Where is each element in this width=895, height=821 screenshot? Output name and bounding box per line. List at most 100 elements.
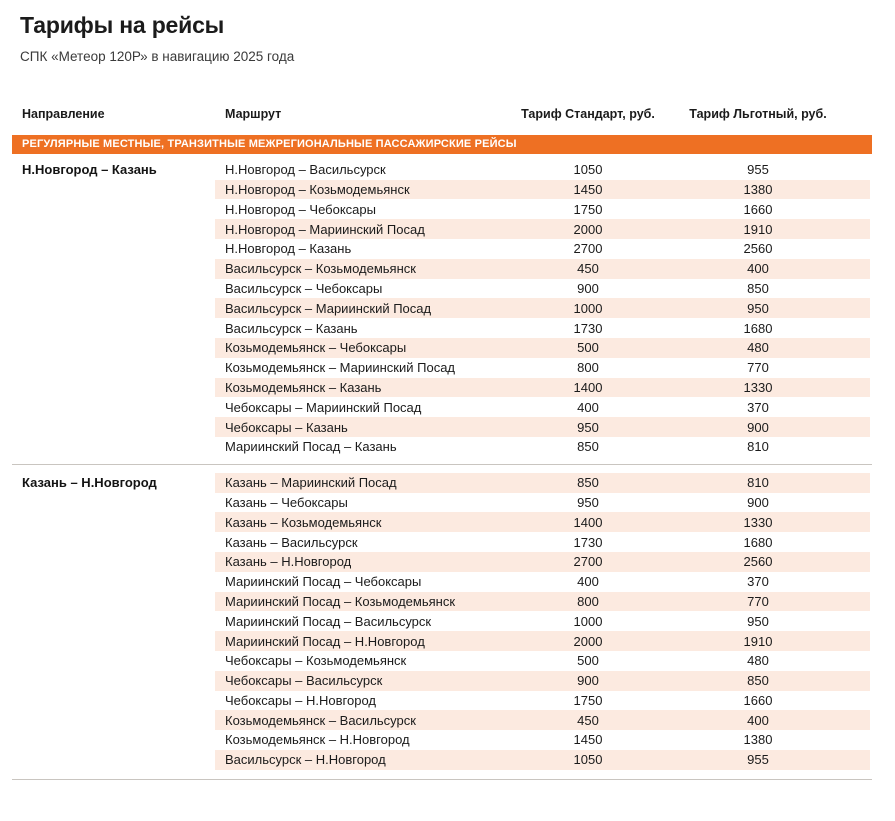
standard-fare-cell: 850 (577, 475, 599, 491)
table-row[interactable]: Казань – Чебоксары 950 900 (0, 493, 895, 513)
route-cell: Козьмодемьянск – Н.Новгород (225, 732, 410, 748)
standard-fare-cell: 1450 (573, 732, 603, 748)
row-band: Васильсурск – Казань 1730 1680 (215, 318, 870, 338)
standard-fare-cell: 1750 (573, 692, 603, 708)
column-header-benefit: Тариф Льготный, руб. (689, 106, 827, 121)
table-row[interactable]: Козьмодемьянск – Мариинский Посад 800 770 (0, 358, 895, 378)
standard-fare-cell: 1730 (573, 320, 603, 336)
route-cell: Козьмодемьянск – Чебоксары (225, 340, 407, 356)
row-band: Казань – Н.Новгород 2700 2560 (215, 551, 870, 572)
benefit-fare-cell: 400 (747, 261, 769, 277)
standard-fare-cell: 1050 (573, 752, 603, 768)
benefit-fare-cell: 900 (747, 419, 769, 435)
table-row[interactable]: Козьмодемьянск – Васильсурск 450 400 (0, 710, 895, 731)
benefit-fare-cell: 1330 (743, 514, 773, 530)
route-cell: Васильсурск – Козьмодемьянск (225, 261, 416, 277)
benefit-fare-cell: 400 (747, 712, 769, 728)
benefit-fare-cell: 1910 (743, 633, 773, 649)
table-row[interactable]: Козьмодемьянск – Чебоксары 500 480 (0, 337, 895, 358)
table-row[interactable]: Н.Новгород – Казань Н.Новгород – Васильсу… (0, 160, 895, 180)
table-row[interactable]: Чебоксары – Казань 950 900 (0, 417, 895, 437)
standard-fare-cell: 1750 (573, 201, 603, 217)
table-body: Н.Новгород – Казань Н.Новгород – Васильсу… (0, 160, 895, 780)
benefit-fare-cell: 2560 (743, 241, 773, 257)
table-row[interactable]: Козьмодемьянск – Н.Новгород 1450 1380 (0, 730, 895, 750)
table-row[interactable]: Чебоксары – Н.Новгород 1750 1660 (0, 691, 895, 711)
table-row[interactable]: Н.Новгород – Мариинский Посад 2000 1910 (0, 219, 895, 239)
table-row[interactable]: Васильсурск – Н.Новгород 1050 955 (0, 749, 895, 770)
benefit-fare-cell: 1660 (743, 692, 773, 708)
table-row[interactable]: Мариинский Посад – Васильсурск 1000 950 (0, 611, 895, 631)
benefit-fare-cell: 370 (747, 399, 769, 415)
benefit-fare-cell: 850 (747, 280, 769, 296)
benefit-fare-cell: 1330 (743, 379, 773, 395)
benefit-fare-cell: 810 (747, 475, 769, 491)
row-band: Козьмодемьянск – Васильсурск 450 400 (215, 710, 870, 731)
route-cell: Чебоксары – Васильсурск (225, 673, 383, 689)
row-band: Казань – Козьмодемьянск 1400 1330 (215, 512, 870, 533)
benefit-fare-cell: 900 (747, 494, 769, 510)
table-row[interactable]: Н.Новгород – Чебоксары 1750 1660 (0, 199, 895, 219)
direction-block: Казань – Н.Новгород Казань – Мариинский П… (0, 472, 895, 770)
benefit-fare-cell: 955 (747, 162, 769, 178)
route-cell: Казань – Козьмодемьянск (225, 514, 382, 530)
route-cell: Чебоксары – Козьмодемьянск (225, 653, 407, 669)
standard-fare-cell: 850 (577, 439, 599, 455)
standard-fare-cell: 900 (577, 673, 599, 689)
benefit-fare-cell: 1910 (743, 221, 773, 237)
page-heading: Тарифы на рейсы СПК «Метеор 120Р» в нави… (0, 0, 895, 65)
table-row[interactable]: Козьмодемьянск – Казань 1400 1330 (0, 377, 895, 398)
standard-fare-cell: 1000 (573, 613, 603, 629)
row-band: Васильсурск – Козьмодемьянск 450 400 (215, 258, 870, 279)
table-row[interactable]: Чебоксары – Мариинский Посад 400 370 (0, 397, 895, 417)
table-row[interactable]: Чебоксары – Козьмодемьянск 500 480 (0, 651, 895, 671)
table-row[interactable]: Мариинский Посад – Казань 850 810 (0, 437, 895, 457)
table-row[interactable]: Казань – Козьмодемьянск 1400 1330 (0, 512, 895, 533)
table-row[interactable]: Казань – Н.Новгород Казань – Мариинский П… (0, 472, 895, 493)
benefit-fare-cell: 810 (747, 439, 769, 455)
row-band: Чебоксары – Казань 950 900 (215, 417, 870, 437)
row-band: Васильсурск – Чебоксары 900 850 (215, 279, 870, 299)
route-cell: Мариинский Посад – Козьмодемьянск (225, 593, 456, 609)
column-header-standard: Тариф Стандарт, руб. (521, 106, 655, 121)
benefit-fare-cell: 480 (747, 653, 769, 669)
direction-label: Н.Новгород – Казань (22, 162, 157, 178)
row-band: Казань – Мариинский Посад 850 810 (215, 472, 870, 493)
route-cell: Чебоксары – Казань (225, 419, 348, 435)
table-row[interactable]: Н.Новгород – Казань 2700 2560 (0, 239, 895, 259)
table-row[interactable]: Мариинский Посад – Чебоксары 400 370 (0, 572, 895, 592)
table-row[interactable]: Чебоксары – Васильсурск 900 850 (0, 670, 895, 691)
row-band: Чебоксары – Козьмодемьянск 500 480 (215, 651, 870, 671)
benefit-fare-cell: 950 (747, 613, 769, 629)
benefit-fare-cell: 370 (747, 574, 769, 590)
route-cell: Чебоксары – Мариинский Посад (225, 399, 422, 415)
row-band: Козьмодемьянск – Н.Новгород 1450 1380 (215, 730, 870, 750)
table-row[interactable]: Казань – Н.Новгород 2700 2560 (0, 551, 895, 572)
standard-fare-cell: 400 (577, 574, 599, 590)
row-band: Чебоксары – Мариинский Посад 400 370 (215, 397, 870, 417)
route-cell: Мариинский Посад – Чебоксары (225, 574, 422, 590)
table-row[interactable]: Казань – Васильсурск 1730 1680 (0, 532, 895, 552)
standard-fare-cell: 950 (577, 494, 599, 510)
standard-fare-cell: 950 (577, 419, 599, 435)
benefit-fare-cell: 955 (747, 752, 769, 768)
standard-fare-cell: 800 (577, 360, 599, 376)
table-row[interactable]: Васильсурск – Чебоксары 900 850 (0, 279, 895, 299)
route-cell: Н.Новгород – Мариинский Посад (225, 221, 425, 237)
benefit-fare-cell: 950 (747, 300, 769, 316)
table-row[interactable]: Васильсурск – Козьмодемьянск 450 400 (0, 258, 895, 279)
standard-fare-cell: 1050 (573, 162, 603, 178)
direction-block: Н.Новгород – Казань Н.Новгород – Васильсу… (0, 160, 895, 457)
route-cell: Козьмодемьянск – Мариинский Посад (225, 360, 456, 376)
row-band: Казань – Чебоксары 950 900 (215, 493, 870, 513)
benefit-fare-cell: 770 (747, 593, 769, 609)
table-row[interactable]: Васильсурск – Казань 1730 1680 (0, 318, 895, 338)
table-row[interactable]: Васильсурск – Мариинский Посад 1000 950 (0, 298, 895, 319)
table-row[interactable]: Мариинский Посад – Н.Новгород 2000 1910 (0, 631, 895, 651)
standard-fare-cell: 2700 (573, 241, 603, 257)
table-row[interactable]: Н.Новгород – Козьмодемьянск 1450 1380 (0, 179, 895, 200)
route-cell: Васильсурск – Мариинский Посад (225, 300, 432, 316)
route-cell: Мариинский Посад – Васильсурск (225, 613, 432, 629)
table-row[interactable]: Мариинский Посад – Козьмодемьянск 800 770 (0, 591, 895, 612)
route-cell: Васильсурск – Казань (225, 320, 358, 336)
